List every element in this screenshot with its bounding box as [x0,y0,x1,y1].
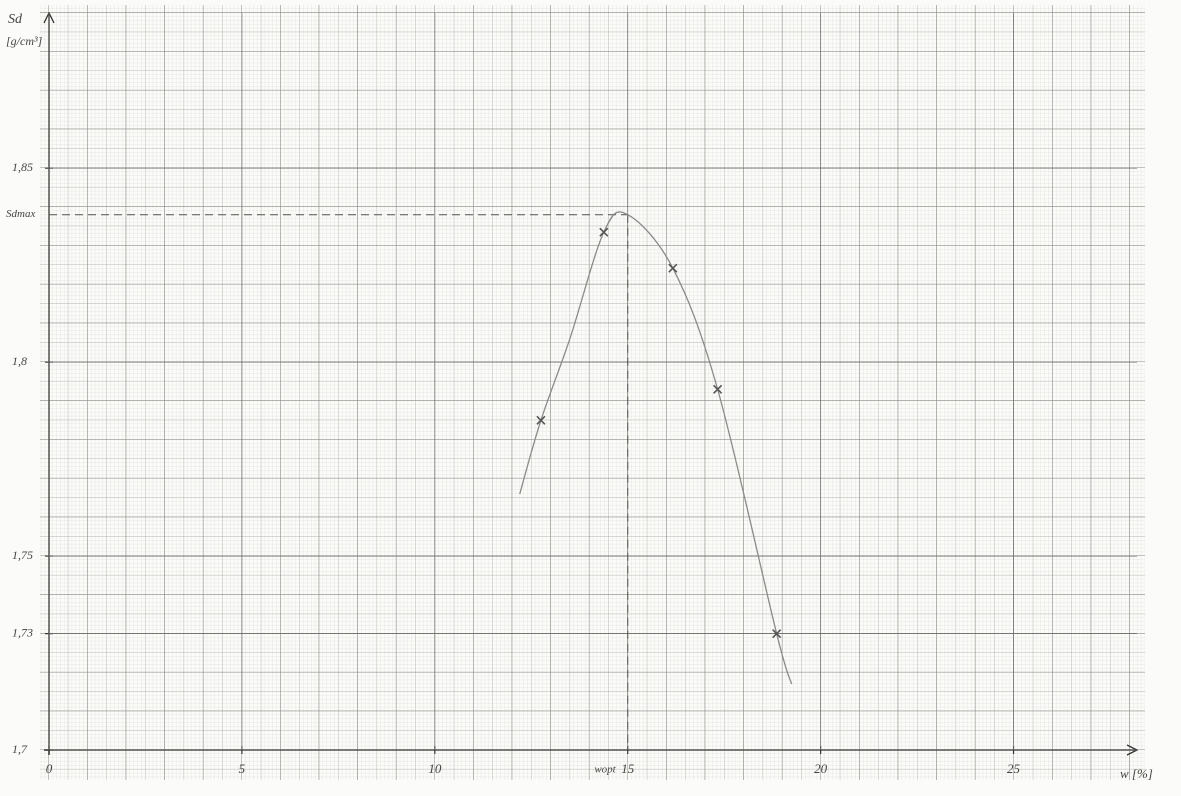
x-tick-label: 5 [239,761,246,776]
y-tick-label: 1,73 [12,625,33,639]
y-axis-label: Sd [8,12,23,27]
y-tick-label: 1,85 [12,160,33,174]
x-tick-label: 0 [46,761,53,776]
data-point [668,263,678,273]
optimum-water-label: wopt [594,764,616,776]
data-point [713,384,723,394]
y-tick-label: 1,75 [12,548,33,562]
x-tick-label: 20 [814,761,828,776]
y-tick-label: 1,8 [12,354,27,368]
data-point [599,227,609,237]
x-axis-label: w [%] [1120,766,1153,781]
x-tick-label: 15 [621,761,635,776]
data-point [536,415,546,425]
x-tick-label: 10 [428,761,442,776]
y-tick-label: 1,7 [12,742,28,756]
x-tick-label: 25 [1007,761,1021,776]
data-point [772,629,782,639]
graph-paper [40,5,1145,780]
y-axis-unit: [g/cm³] [6,34,43,48]
max-density-label: Sdmax [6,208,35,220]
compaction-curve [519,211,793,685]
